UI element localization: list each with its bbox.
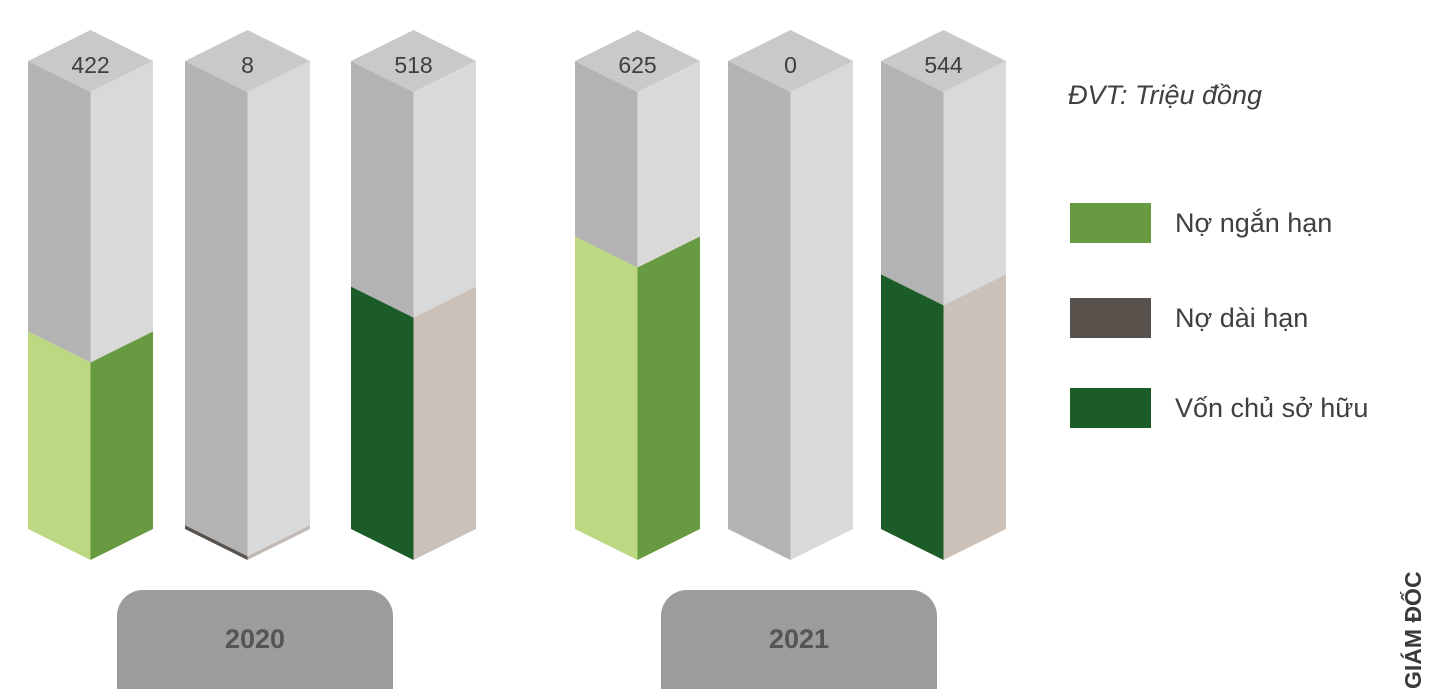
bar-remainder-left-face: [185, 61, 248, 557]
bar-remainder-left-face: [351, 61, 414, 318]
bar-value-left-face: [28, 331, 91, 560]
year-label-2021: 2021: [661, 590, 937, 689]
bar-remainder-left-face: [575, 61, 638, 268]
bar-value-right-face: [90, 331, 153, 560]
bar-value-right-face: [247, 525, 310, 560]
unit-label: ĐVT: Triệu đồng: [1068, 80, 1263, 110]
bar-value-right-face: [637, 236, 700, 560]
bar-remainder-right-face: [90, 61, 153, 363]
bar-remainder-left-face: [881, 61, 944, 306]
legend-item-von-chu-so-huu: Vốn chủ sở hữu: [1070, 388, 1368, 428]
legend-label: Vốn chủ sở hữu: [1175, 392, 1369, 423]
side-title: GIÁM ĐỐC: [1400, 571, 1426, 689]
bar-value-left-face: [881, 274, 944, 560]
legend-swatch-no-dai-han: [1070, 298, 1151, 338]
bar-top-face: [351, 30, 476, 92]
bar-value-left-face: [185, 525, 248, 560]
legend-item-no-ngan-han: Nợ ngắn hạn: [1070, 203, 1332, 243]
bar-value-label: 625: [618, 52, 656, 78]
bar-value-label: 422: [71, 52, 109, 78]
bar-value-label: 544: [924, 52, 963, 78]
bar-remainder-right-face: [943, 61, 1006, 306]
bar-remainder-right-face: [790, 61, 853, 560]
bar-remainder-right-face: [247, 61, 310, 557]
legend-label: Nợ ngắn hạn: [1175, 207, 1333, 238]
bar-remainder-left-face: [28, 61, 91, 363]
legend-item-no-dai-han: Nợ dài hạn: [1070, 298, 1308, 338]
bar-value-label: 8: [241, 52, 254, 78]
legend-swatch-no-ngan-han: [1070, 203, 1151, 243]
bar-value-right-face: [413, 286, 476, 560]
bar-value-right-face: [943, 274, 1006, 560]
bar-value-label: 0: [784, 52, 797, 78]
bar-remainder-right-face: [637, 61, 700, 268]
bar-remainder-right-face: [413, 61, 476, 318]
bar-top-face: [881, 30, 1006, 92]
bar-value-label: 518: [394, 52, 432, 78]
bar-remainder-left-face: [728, 61, 791, 560]
year-label-2020: 2020: [117, 590, 393, 689]
bar-top-face: [728, 30, 853, 92]
bar-top-face: [28, 30, 153, 92]
bar-value-left-face: [575, 236, 638, 560]
bar-top-face: [185, 30, 310, 92]
legend-label: Nợ dài hạn: [1175, 302, 1309, 333]
bar-top-face: [575, 30, 700, 92]
bar-value-left-face: [351, 286, 414, 560]
legend-swatch-von-chu-so-huu: [1070, 388, 1151, 428]
